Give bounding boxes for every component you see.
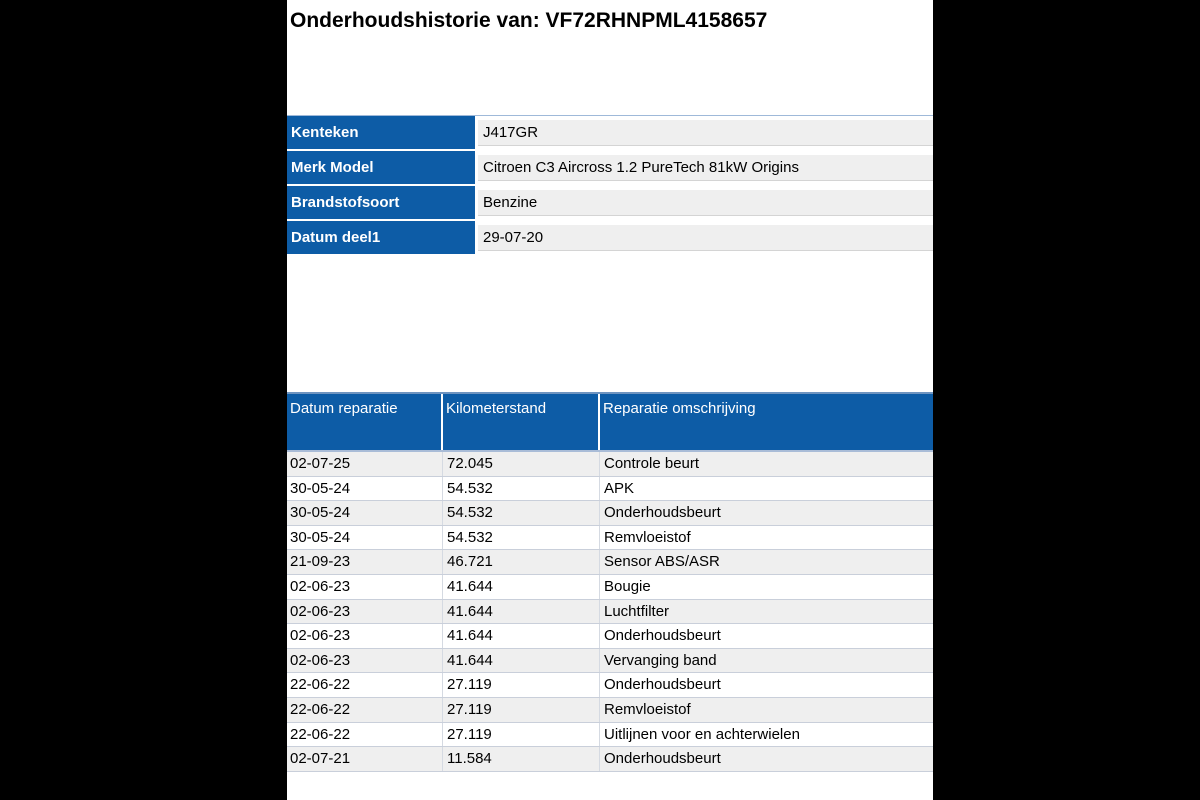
- table-cell: 02-07-25: [287, 452, 443, 476]
- table-cell: Sensor ABS/ASR: [604, 553, 720, 571]
- table-cell: Bougie: [604, 577, 651, 595]
- report-document: Onderhoudshistorie van: VF72RHNPML415865…: [287, 0, 933, 800]
- table-cell: Remvloeistof: [604, 700, 691, 718]
- info-value: 29-07-20: [478, 225, 933, 251]
- table-cell: Luchtfilter: [604, 602, 670, 620]
- info-value-cell: J417GR: [475, 116, 933, 151]
- info-row: Kenteken J417GR: [287, 116, 933, 151]
- info-row: Brandstofsoort Benzine: [287, 186, 933, 221]
- table-cell: 22-06-22: [287, 673, 443, 697]
- table-row: 02-06-23 41.644 Vervanging band: [287, 648, 933, 674]
- repair-history-table: Datum reparatie Kilometerstand Reparatie o…: [287, 392, 933, 772]
- history-header-row: Datum reparatie Kilometerstand Reparatie o…: [287, 392, 933, 452]
- table-cell: Remvloeistof: [604, 528, 691, 546]
- info-value: Citroen C3 Aircross 1.2 PureTech 81kW Or…: [478, 155, 933, 181]
- table-cell: 30-05-24: [287, 525, 443, 550]
- table-cell: 02-07-21: [287, 747, 443, 771]
- table-cell: 02-06-23: [287, 624, 443, 648]
- info-value: J417GR: [478, 120, 933, 146]
- table-cell: 46.721: [443, 550, 600, 574]
- table-cell: Uitlijnen voor en achterwielen: [604, 725, 800, 743]
- table-cell: APK: [604, 479, 635, 497]
- table-cell: 41.644: [443, 599, 600, 624]
- table-cell: 02-06-23: [287, 599, 443, 624]
- table-row: 22-06-22 27.119 Uitlijnen voor en achterwi…: [287, 722, 933, 748]
- table-cell: 27.119: [443, 673, 600, 697]
- table-cell: Onderhoudsbeurt: [604, 627, 721, 645]
- table-row: 02-07-21 11.584 Onderhoudsbeurt: [287, 747, 933, 772]
- table-row: 02-06-23 41.644 Bougie: [287, 574, 933, 600]
- info-row: Datum deel1 29-07-20: [287, 221, 933, 256]
- history-column-header: Reparatie omschrijving: [603, 400, 756, 417]
- info-label: Brandstofsoort: [287, 186, 475, 221]
- table-cell: 41.644: [443, 648, 600, 673]
- table-row: 02-06-23 41.644 Luchtfilter: [287, 599, 933, 625]
- info-value-cell: Benzine: [475, 186, 933, 221]
- table-cell: 02-06-23: [287, 574, 443, 599]
- table-cell: 72.045: [443, 452, 600, 476]
- table-cell: Controle beurt: [604, 455, 700, 472]
- info-label: Kenteken: [287, 116, 475, 151]
- history-column-header: Kilometerstand: [443, 394, 600, 450]
- info-row: Merk Model Citroen C3 Aircross 1.2 PureTe…: [287, 151, 933, 186]
- left-black-bar: [0, 0, 287, 800]
- history-body: 02-07-25 72.045 Controle beurt 30-05-24 54.5…: [287, 452, 933, 772]
- table-cell: 11.584: [443, 747, 600, 771]
- table-cell: 27.119: [443, 722, 600, 747]
- vehicle-info-table: Kenteken J417GR Merk Model Citroen C3 Aircr…: [287, 115, 933, 256]
- info-value-cell: 29-07-20: [475, 221, 933, 256]
- table-row: 30-05-24 54.532 Remvloeistof: [287, 525, 933, 551]
- table-row: 22-06-22 27.119 Remvloeistof: [287, 697, 933, 723]
- table-cell: 54.532: [443, 476, 600, 501]
- history-column-header: Datum reparatie: [287, 394, 443, 450]
- table-cell: 02-06-23: [287, 648, 443, 673]
- info-value-cell: Citroen C3 Aircross 1.2 PureTech 81kW Or…: [475, 151, 933, 186]
- table-cell: Onderhoudsbeurt: [604, 504, 721, 522]
- table-cell: 41.644: [443, 574, 600, 599]
- table-cell: 22-06-22: [287, 697, 443, 722]
- table-row: 22-06-22 27.119 Onderhoudsbeurt: [287, 673, 933, 698]
- info-value: Benzine: [478, 190, 933, 216]
- table-cell: Onderhoudsbeurt: [604, 750, 721, 768]
- table-cell: 41.644: [443, 624, 600, 648]
- table-cell: 21-09-23: [287, 550, 443, 574]
- page-title: Onderhoudshistorie van: VF72RHNPML415865…: [290, 9, 768, 32]
- table-cell: Onderhoudsbeurt: [604, 676, 721, 694]
- table-cell: 27.119: [443, 697, 600, 722]
- table-cell: Vervanging band: [604, 651, 717, 669]
- table-row: 02-07-25 72.045 Controle beurt: [287, 452, 933, 477]
- table-row: 30-05-24 54.532 APK: [287, 476, 933, 502]
- right-black-bar: [933, 0, 1200, 800]
- table-cell: 22-06-22: [287, 722, 443, 747]
- table-row: 02-06-23 41.644 Onderhoudsbeurt: [287, 624, 933, 649]
- table-cell: 54.532: [443, 501, 600, 525]
- info-label: Merk Model: [287, 151, 475, 186]
- table-cell: 54.532: [443, 525, 600, 550]
- table-cell: 30-05-24: [287, 476, 443, 501]
- info-label: Datum deel1: [287, 221, 475, 256]
- table-cell: 30-05-24: [287, 501, 443, 525]
- table-row: 21-09-23 46.721 Sensor ABS/ASR: [287, 550, 933, 575]
- table-row: 30-05-24 54.532 Onderhoudsbeurt: [287, 501, 933, 526]
